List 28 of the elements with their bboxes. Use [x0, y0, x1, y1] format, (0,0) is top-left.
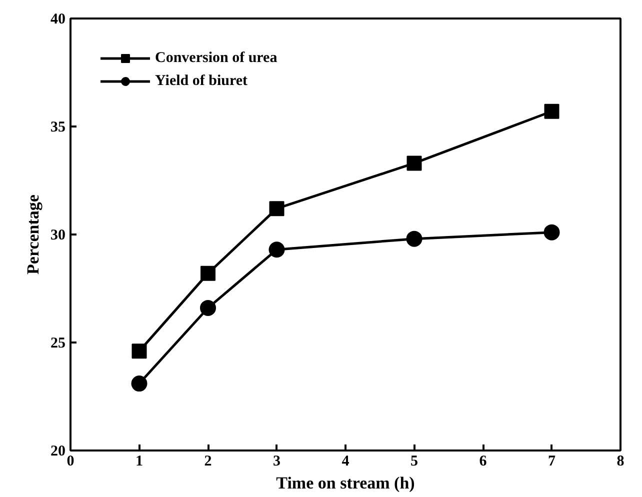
x-tick-label: 4 — [342, 454, 350, 470]
y-tick-label: 40 — [50, 12, 66, 28]
x-tick-label: 2 — [204, 454, 212, 470]
point — [406, 156, 422, 171]
y-tick-label: 35 — [50, 120, 66, 136]
point — [406, 230, 422, 247]
x-tick-label: 7 — [548, 454, 556, 470]
legend-label: Yield of biuret — [155, 72, 248, 90]
x-tick-label: 1 — [136, 454, 143, 470]
x-tick-label: 0 — [66, 454, 74, 470]
point — [200, 266, 216, 281]
legend-label: Conversion of urea — [155, 50, 278, 66]
point — [544, 104, 560, 119]
y-axis-title: Percentage — [24, 194, 42, 274]
x-tick-label: 3 — [273, 454, 280, 470]
point — [131, 376, 148, 392]
y-tick-label: 25 — [50, 336, 66, 352]
x-tick-label: 6 — [479, 454, 488, 470]
x-tick-label: 5 — [410, 454, 418, 470]
point — [544, 224, 560, 240]
y-tick-label: 20 — [50, 444, 66, 460]
point — [200, 300, 216, 316]
point — [132, 344, 147, 359]
point — [269, 201, 284, 216]
y-tick-label: 30 — [50, 228, 66, 244]
x-axis-title: Time on stream (h) — [276, 474, 415, 492]
point — [268, 242, 285, 258]
x-tick-label: 8 — [616, 454, 624, 470]
